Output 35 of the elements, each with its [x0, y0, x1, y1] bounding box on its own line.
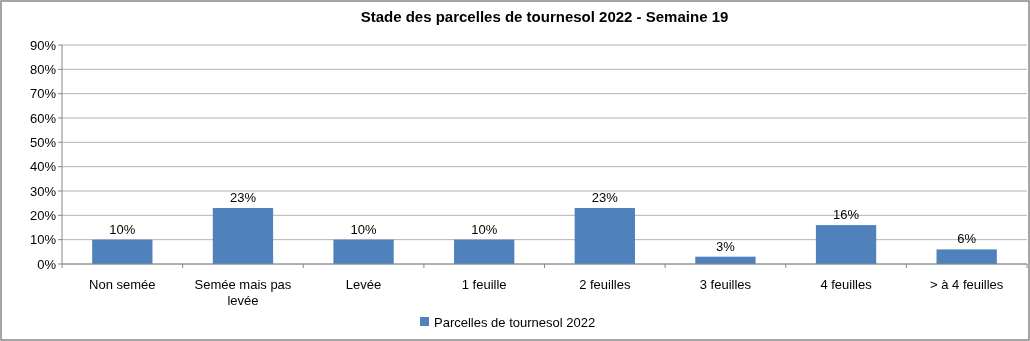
x-tick-label: 1 feuille: [461, 277, 507, 292]
y-tick-label: 90%: [29, 37, 57, 53]
x-tick-label: 4 feuilles: [820, 277, 873, 292]
x-tick-label: Non semée: [89, 277, 156, 292]
bar: [936, 249, 997, 264]
x-tick-label: 3 feuilles: [699, 277, 752, 292]
bar: [212, 208, 274, 264]
data-label: 10%: [471, 221, 498, 237]
x-tick-label: Levée: [345, 277, 382, 292]
data-label: 10%: [109, 221, 136, 237]
y-tick-label: 10%: [29, 232, 57, 248]
data-label: 10%: [350, 221, 378, 237]
bar: [574, 208, 635, 264]
data-label: 16%: [833, 207, 860, 223]
y-tick-label: 80%: [29, 61, 57, 77]
bar: [815, 225, 877, 264]
y-tick-label: 70%: [29, 86, 57, 102]
data-label: 6%: [957, 231, 977, 247]
data-label: 23%: [229, 190, 257, 206]
y-tick-label: 30%: [29, 183, 57, 199]
y-tick-label: 0%: [37, 256, 57, 272]
bar: [454, 239, 515, 264]
bar: [92, 239, 153, 264]
bar: [333, 239, 394, 264]
y-tick-label: 50%: [29, 134, 57, 150]
data-label: 3%: [716, 238, 736, 254]
legend-label: Parcelles de tournesol 2022: [434, 314, 596, 330]
x-tick-label: 2 feuilles: [579, 277, 631, 292]
y-tick-label: 20%: [29, 207, 57, 223]
chart-title: Stade des parcelles de tournesol 2022 - Semaine 19: [360, 8, 729, 25]
x-tick-label: Semée mais pas levée: [194, 277, 292, 308]
y-tick-label: 60%: [29, 110, 57, 126]
x-tick-label: > à 4 feuilles: [930, 277, 1004, 292]
data-label: 23%: [591, 190, 619, 206]
y-tick-label: 40%: [29, 159, 57, 175]
